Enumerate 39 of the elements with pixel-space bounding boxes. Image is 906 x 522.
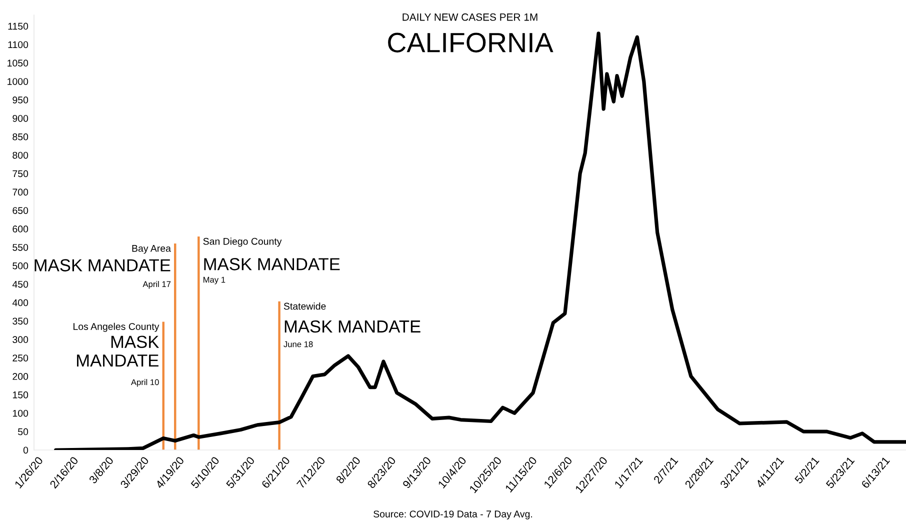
y-tick-label: 1050: [8, 60, 28, 67]
annotation: MASK MANDATE: [284, 320, 420, 333]
y-tick-label: 1000: [8, 78, 28, 85]
y-tick-label: 450: [12, 280, 28, 288]
annotation: April 17: [142, 280, 171, 289]
y-tick-label: 250: [12, 354, 28, 362]
annotation: MASK MANDATE: [77, 336, 160, 367]
y-tick-label: 850: [12, 133, 28, 140]
annotation: San Diego County: [203, 238, 282, 247]
y-tick-label: 700: [12, 188, 28, 196]
annotation: Bay Area: [132, 245, 171, 254]
y-tick-label: 50: [18, 428, 28, 436]
y-tick-label: 900: [12, 114, 28, 122]
y-tick-label: 1150: [8, 22, 28, 30]
y-tick-label: 600: [12, 226, 28, 232]
annotation: MASK MANDATE: [34, 259, 170, 272]
source-note: Source: COVID-19 Data - 7 Day Avg.: [374, 510, 532, 520]
annotation: Los Angeles County: [74, 322, 160, 332]
y-tick-label: 350: [12, 318, 28, 325]
y-tick-label: 550: [12, 244, 28, 251]
y-tick-label: 750: [12, 170, 28, 178]
annotation: April 10: [130, 379, 159, 387]
annotation: Statewide: [284, 302, 326, 310]
y-tick-label: 200: [12, 373, 28, 380]
y-tick-label: 300: [12, 336, 28, 344]
chart-subtitle: DAILY NEW CASES PER 1M: [402, 13, 538, 21]
y-tick-label: 650: [12, 207, 28, 214]
chart-title: CALIFORNIA: [388, 32, 554, 52]
y-tick-label: 150: [12, 391, 28, 398]
y-tick-label: 950: [12, 96, 28, 104]
y-tick-label: 0: [23, 446, 28, 454]
y-tick-label: 800: [12, 152, 28, 159]
annotation: MASK MANDATE: [204, 258, 340, 270]
y-tick-label: 500: [12, 262, 28, 270]
y-tick-label: 1100: [8, 41, 28, 48]
annotation: May 1: [204, 276, 226, 284]
y-tick-label: 100: [12, 410, 28, 417]
annotation: June 18: [284, 341, 313, 348]
y-tick-label: 400: [12, 299, 28, 306]
